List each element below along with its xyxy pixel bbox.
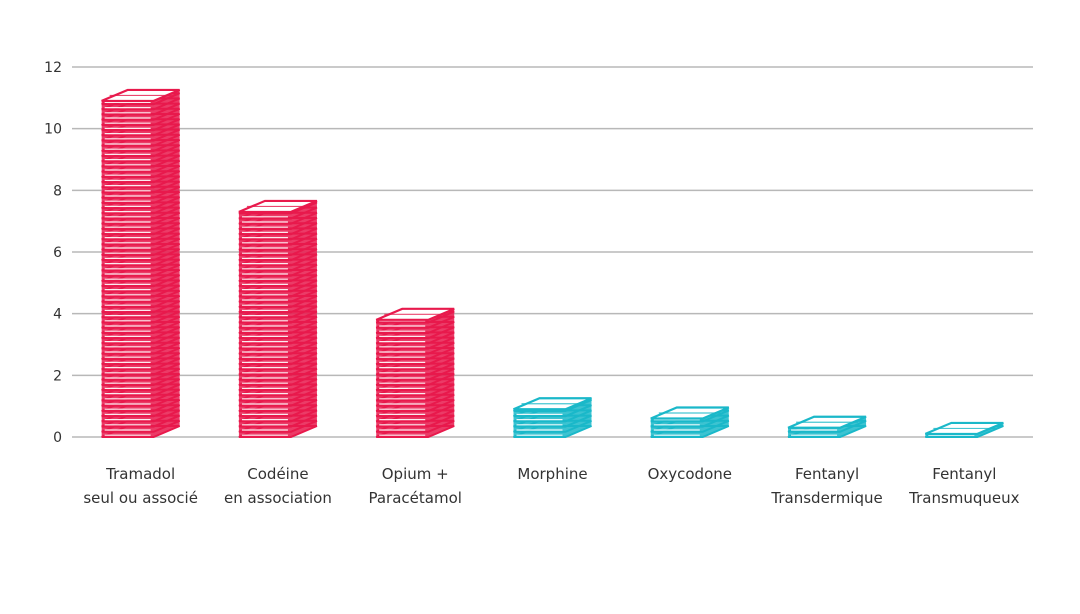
x-category-label: Fentanyl [932,465,996,483]
x-category-label-line2: en association [224,489,332,507]
y-tick-label: 4 [53,307,62,323]
x-category-label: Fentanyl [795,465,859,483]
bar [924,421,1004,438]
x-category-label-line2: Transdermique [770,489,882,507]
bar [101,88,181,438]
x-category-label: Tramadol [105,465,175,483]
bar [650,406,730,438]
y-tick-label: 2 [53,368,62,384]
grid-lines [72,66,1033,438]
y-tick-label: 10 [44,122,62,138]
bars [101,88,1004,438]
x-category-label-line2: Transmuqueux [908,489,1020,507]
y-tick-label: 0 [53,430,62,446]
bar [375,307,455,438]
bar [513,397,592,438]
x-category-label: Codéine [247,465,308,483]
x-category-label-line2: seul ou associé [83,489,198,507]
bar [787,415,867,438]
x-category-label-line2: Paracétamol [368,489,461,507]
x-axis-category-labels: Tramadol seul ou associé Codéine en associa… [83,465,1019,507]
y-tick-label: 8 [53,183,62,199]
y-tick-label: 12 [44,60,62,76]
y-tick-label: 6 [53,245,62,261]
bar [238,199,318,438]
y-axis-tick-labels: 0 2 4 6 8 10 12 [44,60,62,446]
x-category-label: Oxycodone [648,465,732,483]
x-category-label: Opium + [382,465,449,483]
x-category-label: Morphine [517,465,587,483]
